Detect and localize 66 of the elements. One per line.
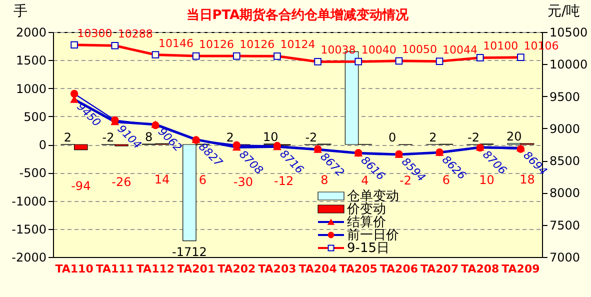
y-axis-title: 手 bbox=[14, 4, 28, 20]
data-label: 8 bbox=[145, 130, 153, 144]
data-label: 20 bbox=[506, 129, 522, 144]
y-tick-label: 500 bbox=[24, 110, 46, 124]
data-label: 10050 bbox=[402, 42, 437, 56]
data-label: -30 bbox=[233, 175, 254, 190]
data-label: 14 bbox=[154, 172, 170, 187]
y2-tick-label: 7500 bbox=[550, 218, 580, 232]
y-tick-label: -1000 bbox=[12, 194, 46, 208]
data-label: 10 bbox=[479, 172, 494, 187]
data-label: 10146 bbox=[158, 36, 194, 50]
data-label: 2 bbox=[429, 130, 437, 144]
data-label: -2 bbox=[102, 130, 114, 145]
data-label: 10038 bbox=[320, 44, 356, 57]
x-tick-label: TA209 bbox=[502, 262, 540, 276]
x-tick-label: TA201 bbox=[176, 262, 216, 276]
data-label: 0 bbox=[388, 130, 396, 144]
data-label: -26 bbox=[112, 174, 132, 189]
y-tick-label: 2000 bbox=[16, 26, 46, 40]
data-label: 18 bbox=[520, 172, 535, 186]
y-tick-label: -2000 bbox=[12, 250, 46, 264]
y-tick-label: -1500 bbox=[12, 222, 46, 236]
x-tick-label: TA111 bbox=[96, 262, 134, 276]
data-label: -94 bbox=[71, 178, 91, 193]
y2-axis-title: 元/吨 bbox=[548, 4, 580, 20]
x-tick-label: TA206 bbox=[380, 262, 418, 276]
data-label: 10126 bbox=[240, 38, 275, 52]
data-label: 10100 bbox=[483, 40, 518, 53]
y2-tick-label: 9500 bbox=[550, 90, 580, 104]
data-label: 10 bbox=[262, 130, 278, 144]
data-label: 10040 bbox=[361, 44, 396, 57]
x-tick-label: TA203 bbox=[258, 262, 296, 276]
legend-label: 结算价 bbox=[347, 215, 386, 230]
data-label: 10044 bbox=[442, 43, 478, 56]
data-label: 6 bbox=[198, 173, 206, 188]
data-label: -1712 bbox=[172, 244, 207, 259]
data-label: 8 bbox=[320, 173, 328, 188]
x-tick-label: TA112 bbox=[136, 262, 175, 276]
y-tick-label: 0 bbox=[38, 138, 46, 152]
data-label: -2 bbox=[468, 130, 480, 145]
y2-tick-label: 9000 bbox=[550, 122, 580, 136]
y2-tick-label: 7000 bbox=[550, 250, 580, 264]
legend-label: 9-15日 bbox=[347, 241, 390, 256]
data-label: 2 bbox=[64, 130, 72, 144]
chart-title: 当日PTA期货各合约仓单增减变动情况 bbox=[186, 7, 410, 23]
y2-tick-label: 10500 bbox=[550, 26, 588, 40]
y2-tick-label: 10000 bbox=[550, 58, 588, 72]
y2-tick-label: 8500 bbox=[550, 154, 580, 168]
x-tick-label: TA207 bbox=[420, 262, 459, 276]
x-tick-label: TA202 bbox=[218, 262, 256, 276]
data-label: 10124 bbox=[280, 38, 316, 52]
y-tick-label: -500 bbox=[19, 166, 46, 180]
data-label: 10300 bbox=[77, 26, 112, 40]
data-label: -2 bbox=[305, 130, 318, 145]
y-tick-label: 1500 bbox=[16, 54, 46, 68]
x-tick-label: TA204 bbox=[298, 262, 338, 276]
data-label: 2 bbox=[226, 130, 234, 144]
y2-tick-label: 8000 bbox=[550, 186, 580, 200]
data-label: 10126 bbox=[199, 38, 234, 52]
x-tick-label: TA205 bbox=[339, 262, 378, 276]
y-tick-label: 1000 bbox=[16, 82, 46, 96]
data-label: -12 bbox=[274, 174, 294, 188]
x-tick-label: TA110 bbox=[55, 262, 94, 276]
legend-label: 前一日价 bbox=[347, 228, 399, 243]
x-tick-label: TA208 bbox=[461, 262, 500, 276]
data-label: 10288 bbox=[118, 28, 153, 41]
